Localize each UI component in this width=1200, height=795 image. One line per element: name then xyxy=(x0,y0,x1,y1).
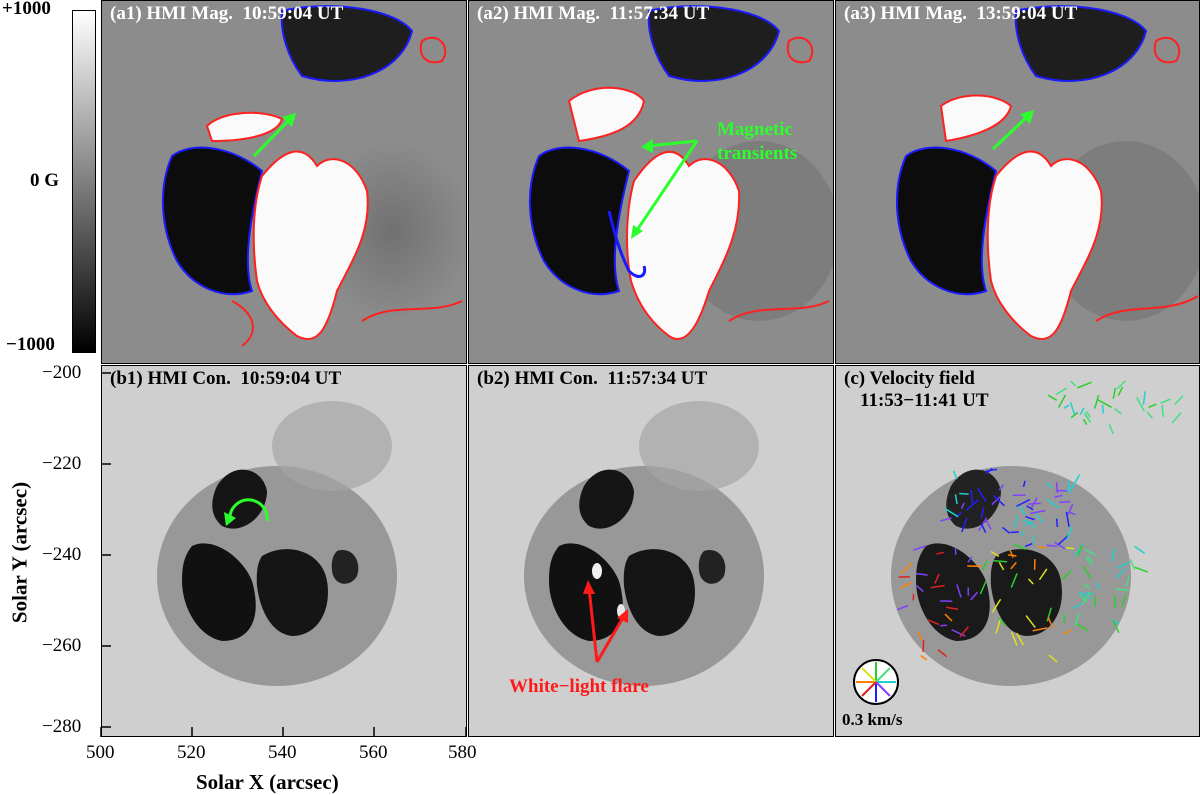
y-tick-label: −220 xyxy=(42,453,81,475)
x-tick-label: 560 xyxy=(359,742,388,764)
y-tick-label: −240 xyxy=(42,544,81,566)
y-tick-label: −280 xyxy=(42,716,81,738)
x-tick-label: 540 xyxy=(268,742,297,764)
y-tick-label: −260 xyxy=(42,635,81,657)
x-tick-label: 520 xyxy=(177,742,206,764)
x-tick-label: 500 xyxy=(86,742,115,764)
x-tick-label: 580 xyxy=(448,742,477,764)
y-axis-title: Solar Y (arcsec) xyxy=(8,463,33,643)
x-axis-title: Solar X (arcsec) xyxy=(196,770,339,795)
y-tick-label: −200 xyxy=(42,362,81,384)
